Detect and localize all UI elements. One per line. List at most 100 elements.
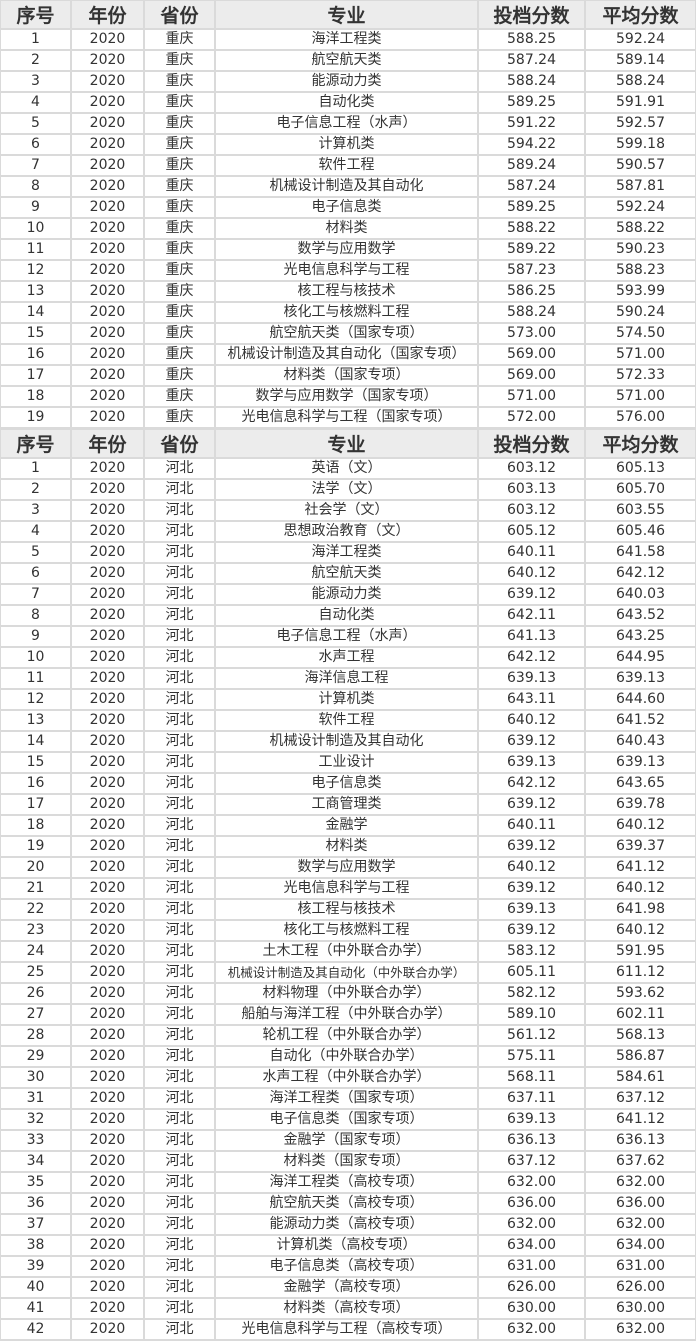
- row-number-cell: 12: [1, 690, 70, 709]
- admission-score-cell: 571.00: [479, 387, 584, 406]
- province-cell: 河北: [145, 732, 214, 751]
- major-cell: 航空航天类: [216, 564, 477, 583]
- table-row: 28 2020 河北 轮机工程（中外联合办学） 561.12 568.13: [1, 1026, 695, 1045]
- row-number-cell: 16: [1, 774, 70, 793]
- average-score-cell: 632.00: [586, 1173, 695, 1192]
- major-cell: 电子信息类: [216, 198, 477, 217]
- province-cell: 河北: [145, 648, 214, 667]
- year-cell: 2020: [72, 963, 143, 982]
- table-header-row: 序号 年份 省份 专业 投档分数 平均分数: [1, 1, 695, 28]
- admission-score-cell: 588.22: [479, 219, 584, 238]
- table-row: 4 2020 河北 思想政治教育（文） 605.12 605.46: [1, 522, 695, 541]
- row-number-cell: 19: [1, 837, 70, 856]
- admission-score-cell: 640.12: [479, 564, 584, 583]
- year-cell: 2020: [72, 1173, 143, 1192]
- admission-score-cell: 582.12: [479, 984, 584, 1003]
- major-cell: 计算机类: [216, 135, 477, 154]
- admission-score-cell: 603.12: [479, 459, 584, 478]
- major-cell: 思想政治教育（文）: [216, 522, 477, 541]
- row-number-cell: 15: [1, 753, 70, 772]
- table-row: 18 2020 河北 金融学 640.11 640.12: [1, 816, 695, 835]
- average-score-cell: 639.78: [586, 795, 695, 814]
- major-cell: 金融学: [216, 816, 477, 835]
- year-cell: 2020: [72, 858, 143, 877]
- year-cell: 2020: [72, 1152, 143, 1171]
- admission-score-cell: 569.00: [479, 345, 584, 364]
- average-score-cell: 602.11: [586, 1005, 695, 1024]
- major-cell: 工商管理类: [216, 795, 477, 814]
- major-cell: 机械设计制造及其自动化: [216, 177, 477, 196]
- major-cell: 材料物理（中外联合办学）: [216, 984, 477, 1003]
- column-header-average-score: 平均分数: [586, 1, 695, 28]
- admission-score-cell: 589.25: [479, 93, 584, 112]
- table-row: 1 2020 河北 英语（文） 603.12 605.13: [1, 459, 695, 478]
- table-row: 30 2020 河北 水声工程（中外联合办学） 568.11 584.61: [1, 1068, 695, 1087]
- table-row: 17 2020 重庆 材料类（国家专项） 569.00 572.33: [1, 366, 695, 385]
- province-cell: 重庆: [145, 345, 214, 364]
- province-cell: 河北: [145, 585, 214, 604]
- major-cell: 软件工程: [216, 156, 477, 175]
- admission-score-cell: 603.13: [479, 480, 584, 499]
- average-score-cell: 590.57: [586, 156, 695, 175]
- average-score-cell: 639.37: [586, 837, 695, 856]
- column-header-row-number: 序号: [1, 1, 70, 28]
- row-number-cell: 3: [1, 72, 70, 91]
- province-cell: 河北: [145, 963, 214, 982]
- year-cell: 2020: [72, 669, 143, 688]
- table-row: 14 2020 重庆 核化工与核燃料工程 588.24 590.24: [1, 303, 695, 322]
- year-cell: 2020: [72, 72, 143, 91]
- average-score-cell: 593.62: [586, 984, 695, 1003]
- table-row: 18 2020 重庆 数学与应用数学（国家专项） 571.00 571.00: [1, 387, 695, 406]
- major-cell: 电子信息类（高校专项）: [216, 1257, 477, 1276]
- province-cell: 河北: [145, 1026, 214, 1045]
- table-row: 17 2020 河北 工商管理类 639.12 639.78: [1, 795, 695, 814]
- row-number-cell: 20: [1, 858, 70, 877]
- major-cell: 数学与应用数学（国家专项）: [216, 387, 477, 406]
- table-row: 35 2020 河北 海洋工程类（高校专项） 632.00 632.00: [1, 1173, 695, 1192]
- row-number-cell: 22: [1, 900, 70, 919]
- province-cell: 河北: [145, 1047, 214, 1066]
- year-cell: 2020: [72, 1047, 143, 1066]
- province-cell: 重庆: [145, 177, 214, 196]
- table-row: 25 2020 河北 机械设计制造及其自动化（中外联合办学） 605.11 611.12: [1, 963, 695, 982]
- major-cell: 水声工程: [216, 648, 477, 667]
- average-score-cell: 590.23: [586, 240, 695, 259]
- admission-score-cell: 569.00: [479, 366, 584, 385]
- province-cell: 河北: [145, 501, 214, 520]
- average-score-cell: 640.12: [586, 816, 695, 835]
- row-number-cell: 11: [1, 240, 70, 259]
- column-header-major: 专业: [216, 1, 477, 28]
- major-cell: 电子信息类（国家专项）: [216, 1110, 477, 1129]
- admission-score-cell: 561.12: [479, 1026, 584, 1045]
- row-number-cell: 2: [1, 51, 70, 70]
- table-row: 9 2020 河北 电子信息工程（水声） 641.13 643.25: [1, 627, 695, 646]
- major-cell: 水声工程（中外联合办学）: [216, 1068, 477, 1087]
- year-cell: 2020: [72, 879, 143, 898]
- table-row: 4 2020 重庆 自动化类 589.25 591.91: [1, 93, 695, 112]
- year-cell: 2020: [72, 1257, 143, 1276]
- table-row: 34 2020 河北 材料类（国家专项） 637.12 637.62: [1, 1152, 695, 1171]
- major-cell: 自动化类: [216, 606, 477, 625]
- year-cell: 2020: [72, 93, 143, 112]
- row-number-cell: 16: [1, 345, 70, 364]
- column-header-admission-score: 投档分数: [479, 1, 584, 28]
- row-number-cell: 17: [1, 795, 70, 814]
- table-row: 11 2020 河北 海洋信息工程 639.13 639.13: [1, 669, 695, 688]
- province-cell: 河北: [145, 900, 214, 919]
- year-cell: 2020: [72, 774, 143, 793]
- admission-score-cell: 636.00: [479, 1194, 584, 1213]
- year-cell: 2020: [72, 198, 143, 217]
- admission-score-cell: 626.00: [479, 1278, 584, 1297]
- major-cell: 船舶与海洋工程（中外联合办学）: [216, 1005, 477, 1024]
- major-cell: 材料类（国家专项）: [216, 1152, 477, 1171]
- year-cell: 2020: [72, 1068, 143, 1087]
- major-cell: 光电信息科学与工程: [216, 261, 477, 280]
- average-score-cell: 631.00: [586, 1257, 695, 1276]
- admission-score-cell: 642.12: [479, 648, 584, 667]
- row-number-cell: 37: [1, 1215, 70, 1234]
- province-cell: 河北: [145, 1236, 214, 1255]
- major-cell: 电子信息工程（水声）: [216, 627, 477, 646]
- admission-score-cell: 591.22: [479, 114, 584, 133]
- province-cell: 河北: [145, 627, 214, 646]
